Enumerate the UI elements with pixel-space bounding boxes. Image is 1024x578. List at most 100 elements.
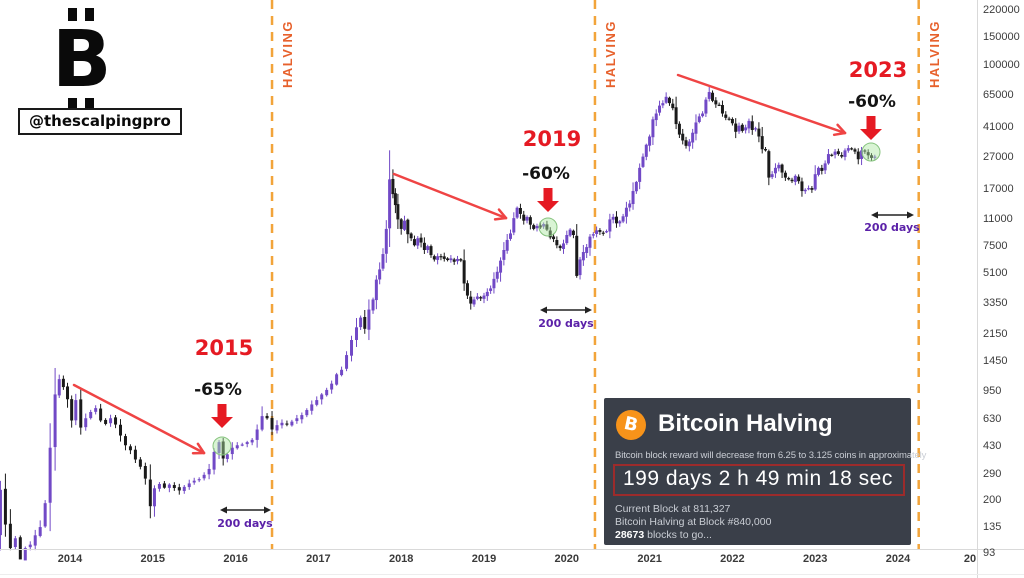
candle-body	[197, 479, 201, 481]
blocks-remaining-label: blocks to go...	[644, 529, 712, 541]
candle-body	[508, 233, 512, 239]
candle-body	[439, 256, 443, 258]
candle-body	[422, 242, 426, 251]
bitcoin-b-icon: B	[52, 15, 111, 105]
candle-body	[783, 172, 787, 178]
y-tick-label: 150000	[983, 30, 1020, 43]
candle-body	[565, 235, 569, 244]
candle-body	[856, 151, 860, 160]
x-tick-label: 2015	[140, 553, 166, 565]
y-tick-label: 27000	[983, 150, 1014, 163]
panel-title: Bitcoin Halving	[658, 410, 833, 437]
halving-label: HALVING	[280, 20, 296, 89]
candle-body	[558, 245, 562, 249]
candle-body	[446, 258, 450, 261]
candle-body	[677, 123, 681, 135]
candle-body	[442, 256, 446, 259]
candle-body	[505, 239, 509, 251]
candle-body	[707, 92, 711, 99]
span-arrow	[540, 306, 592, 314]
candle-body	[265, 415, 269, 419]
candle-body	[552, 236, 556, 240]
candle-body	[300, 415, 304, 420]
drawdown-pct-label: -65%	[194, 380, 242, 400]
candle-body	[350, 340, 354, 356]
candle-body	[797, 176, 801, 182]
candle-body	[525, 216, 529, 221]
candle-body	[359, 317, 363, 328]
candle-body	[325, 389, 329, 396]
span-days-label: 200 days	[538, 317, 594, 330]
y-tick-label: 430	[983, 440, 1002, 453]
candle-body	[561, 243, 565, 249]
y-tick-label: 290	[983, 467, 1002, 480]
candle-body	[320, 394, 324, 400]
candle-body	[568, 229, 572, 236]
y-tick-label: 200	[983, 493, 1002, 506]
drawdown-year-label: 2015	[194, 336, 254, 360]
candle-body	[469, 296, 473, 304]
candle-body	[79, 399, 83, 428]
drop-arrow-icon	[537, 188, 559, 212]
current-block-text: Current Block at 811,327	[615, 503, 731, 515]
bottom-border	[0, 574, 1024, 575]
candle-body	[691, 132, 695, 143]
candle-body	[605, 231, 609, 233]
candle-body	[452, 259, 456, 262]
candle-body	[393, 193, 397, 206]
candle-body	[128, 446, 132, 451]
y-tick-label: 220000	[983, 3, 1020, 16]
candle-body	[585, 247, 589, 254]
candle-body	[737, 125, 741, 132]
span-days-label: 200 days	[864, 221, 920, 234]
candle-body	[697, 116, 701, 122]
candle-body	[426, 246, 430, 250]
candle-body	[177, 487, 181, 491]
candle-body	[701, 113, 705, 117]
candle-body	[187, 483, 191, 488]
candle-body	[793, 175, 797, 182]
candle-body	[221, 441, 225, 459]
candle-body	[482, 295, 486, 299]
candle-body	[374, 279, 378, 301]
candle-body	[0, 489, 2, 536]
candle-body	[744, 127, 748, 131]
candle-body	[687, 141, 691, 147]
candle-body	[148, 479, 152, 507]
candle-body	[767, 151, 771, 178]
candle-body	[43, 503, 47, 527]
candle-body	[724, 114, 728, 118]
x-tick-label: 2018	[388, 553, 414, 565]
candle-body	[182, 486, 186, 491]
candle-body	[345, 355, 349, 369]
candle-body	[378, 269, 382, 280]
candle-body	[502, 250, 506, 260]
time-axis-border	[0, 549, 1024, 550]
y-tick-label: 5100	[983, 267, 1008, 280]
candle-body	[658, 105, 662, 113]
candle-body	[74, 400, 78, 421]
candle-body	[730, 118, 734, 124]
candle-body	[235, 445, 239, 449]
candle-body	[624, 207, 628, 217]
candle-body	[406, 219, 410, 235]
candle-body	[109, 418, 113, 424]
halving-block-text: Bitcoin Halving at Block #840,000	[615, 516, 772, 528]
y-tick-label: 135	[983, 521, 1002, 534]
candle-body	[588, 236, 592, 248]
candle-body	[295, 418, 299, 422]
candle-body	[363, 316, 367, 329]
candle-body	[532, 225, 536, 229]
halving-label: HALVING	[602, 20, 618, 89]
y-tick-label: 1450	[983, 355, 1008, 368]
candle-body	[684, 140, 688, 146]
candle-body	[608, 219, 612, 232]
candle-body	[843, 150, 847, 157]
candle-body	[275, 425, 279, 431]
candle-body	[820, 167, 824, 171]
halving-countdown-panel[interactable]: B Bitcoin Halving Bitcoin block reward w…	[604, 398, 926, 545]
candle-body	[53, 394, 57, 448]
candle-body	[512, 218, 516, 233]
y-tick-label: 3350	[983, 296, 1008, 309]
